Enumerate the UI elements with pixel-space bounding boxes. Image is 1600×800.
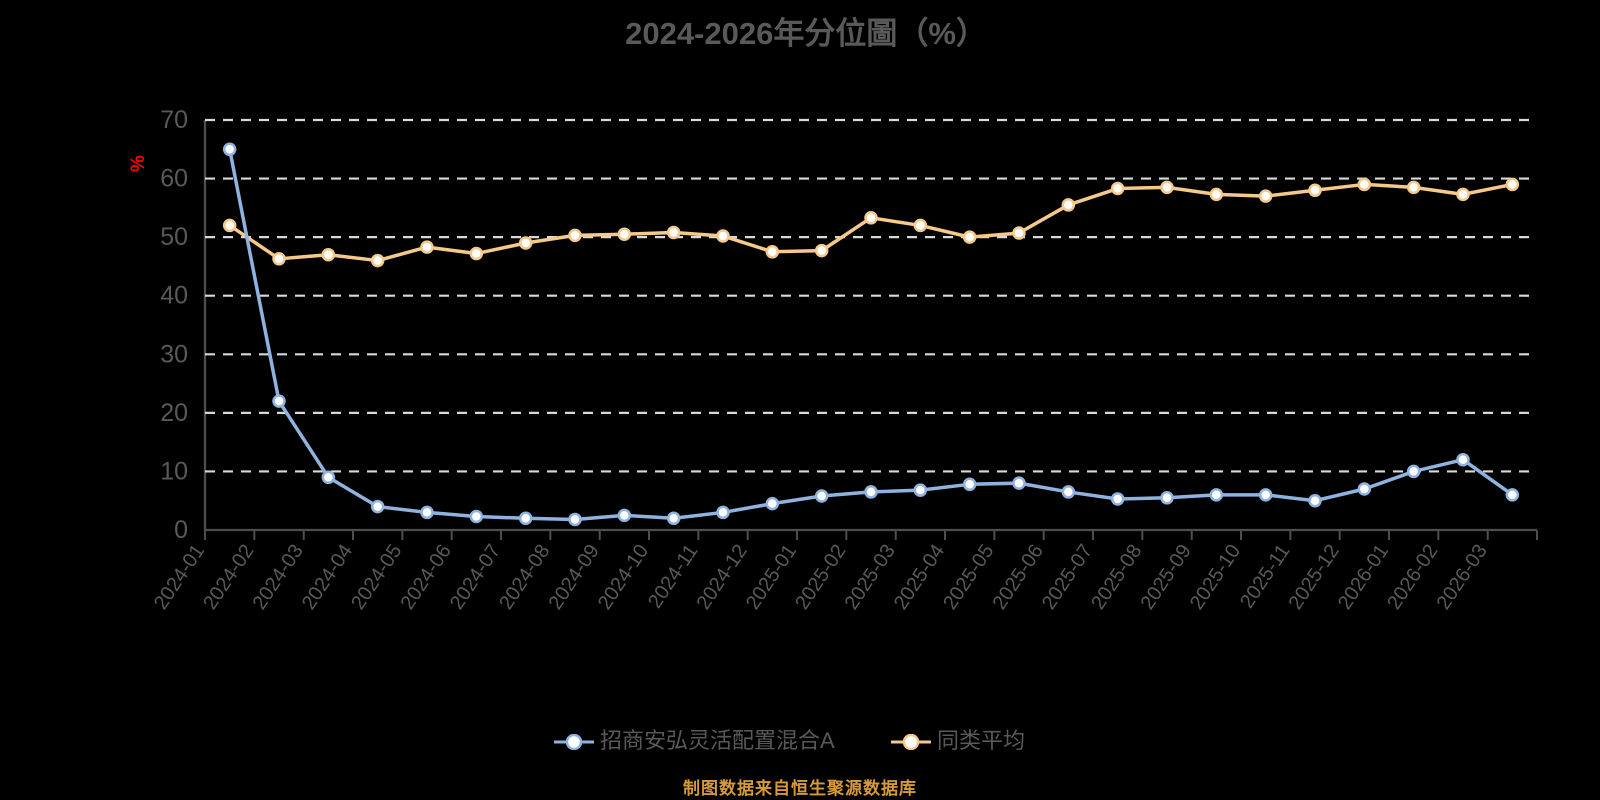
svg-text:0: 0 [174,516,188,544]
svg-text:2026-03: 2026-03 [1433,540,1492,613]
svg-text:50: 50 [160,223,188,251]
svg-text:60: 60 [160,165,188,193]
svg-text:20: 20 [160,399,188,427]
svg-text:40: 40 [160,282,188,310]
svg-text:2024-10: 2024-10 [594,540,653,613]
svg-text:30: 30 [160,340,188,368]
svg-text:10: 10 [160,457,188,485]
svg-text:2025-10: 2025-10 [1186,540,1245,613]
svg-text:70: 70 [160,106,188,134]
